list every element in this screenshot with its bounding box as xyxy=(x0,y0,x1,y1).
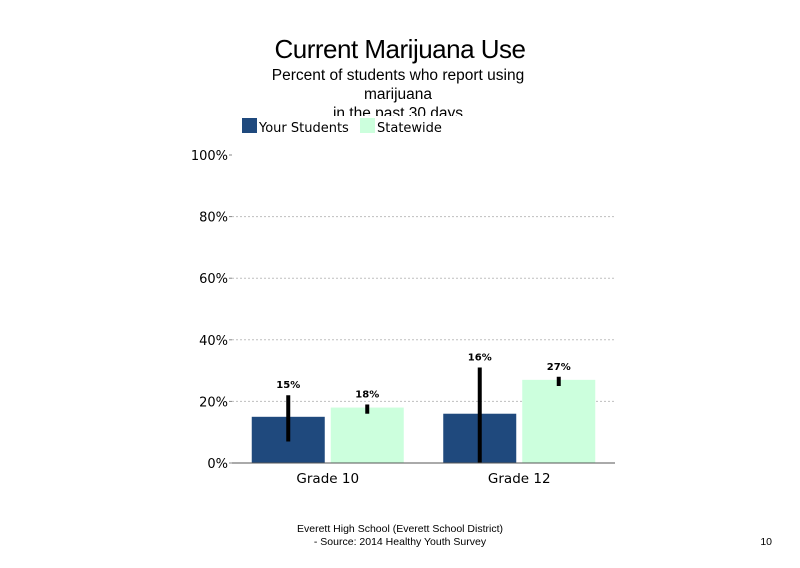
legend-label-statewide: Statewide xyxy=(377,121,442,136)
legend: Your Students Statewide xyxy=(242,118,442,136)
x-tick-label: Grade 12 xyxy=(488,471,551,487)
y-tick-label: 60% xyxy=(199,272,228,287)
footer-school: Everett High School (Everett School Dist… xyxy=(297,523,503,535)
subtitle-line-2: marijuana xyxy=(363,86,433,103)
data-label: 18% xyxy=(355,389,379,400)
slide-footer: Everett High School (Everett School Dist… xyxy=(250,523,550,549)
bar xyxy=(330,407,404,463)
page-number: 10 xyxy=(760,536,772,548)
legend-swatch-statewide xyxy=(360,118,375,133)
value-labels: 15% 18% 16% 27% xyxy=(276,353,570,401)
gridlines xyxy=(232,216,615,402)
bar xyxy=(522,379,596,463)
y-tick-label: 100% xyxy=(191,149,228,164)
slide-subtitle: Percent of students who report using mar… xyxy=(248,66,548,116)
y-tick-label: 20% xyxy=(199,395,228,410)
data-label: 16% xyxy=(468,353,492,364)
x-tick-label: Grade 10 xyxy=(296,471,359,487)
legend-swatch-your-students xyxy=(242,118,257,133)
x-axis: Grade 10 Grade 12 xyxy=(232,462,615,487)
subtitle-line-1: Percent of students who report using xyxy=(271,67,525,84)
subtitle-line-3: in the past 30 days xyxy=(332,105,464,116)
slide-title: Current Marijuana Use xyxy=(274,34,526,64)
data-label: 15% xyxy=(276,380,300,391)
y-tick-label: 80% xyxy=(199,211,228,226)
y-tick-label: 40% xyxy=(199,334,228,349)
error-bars xyxy=(286,367,561,463)
footer-source: - Source: 2014 Healthy Youth Survey xyxy=(313,536,487,548)
legend-label-your-students: Your Students xyxy=(258,121,349,136)
y-tick-label: 0% xyxy=(207,457,228,472)
bars xyxy=(251,379,596,463)
y-axis-ticks: 0% 20% 40% 60% 80% 100% xyxy=(191,149,232,472)
data-label: 27% xyxy=(547,362,571,373)
